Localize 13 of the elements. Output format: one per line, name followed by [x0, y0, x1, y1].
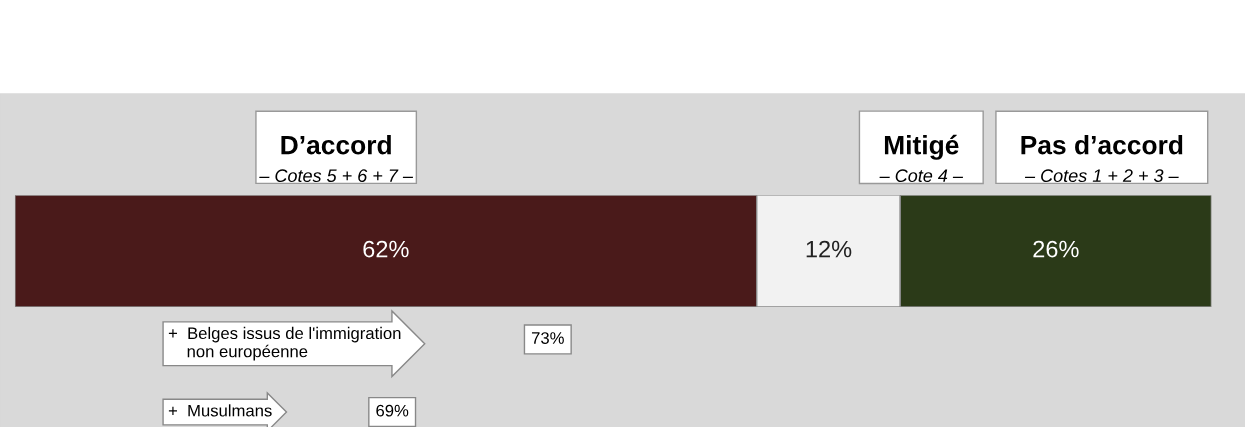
- series-label: D’accord: [281, 135, 391, 155]
- text: 69%: [376, 404, 409, 417]
- text: – Cotes 1 + 2 + 3 –: [1024, 169, 1179, 183]
- text: + Musulmans: [168, 404, 272, 417]
- text: 73%: [531, 332, 564, 344]
- series-label: Mitigé: [884, 134, 959, 160]
- data-label: 26%: [1033, 240, 1079, 258]
- data-label: 62%: [363, 240, 409, 258]
- series-label: Pas d’accord: [1021, 135, 1183, 155]
- data-label: 12%: [806, 240, 852, 258]
- text: – Cote 4 –: [879, 169, 964, 183]
- text: – Cotes 5 + 6 + 7 –: [259, 169, 414, 183]
- text: + Belges issus de l'immigration non européenne: [168, 326, 401, 361]
